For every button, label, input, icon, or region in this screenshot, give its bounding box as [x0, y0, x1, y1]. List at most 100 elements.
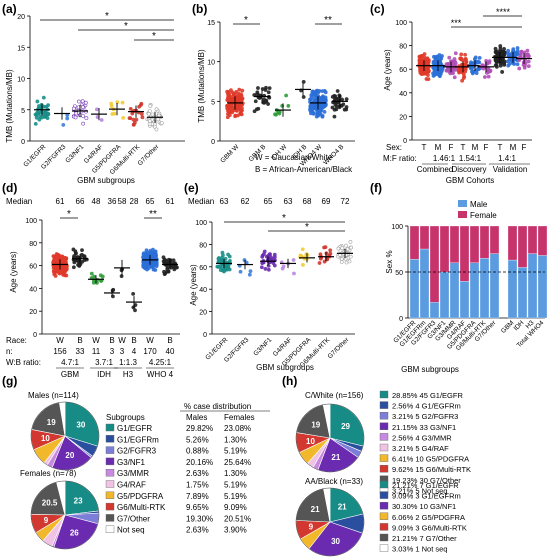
- panel-a-G7/Other-point: [154, 127, 159, 132]
- panel-d-race-0: W: [56, 336, 64, 345]
- panel-c-ytick-label-4: 80: [399, 44, 407, 51]
- panel-b-GBM W-point: [237, 87, 242, 92]
- panel-b-GBM B-point: [262, 100, 267, 105]
- panel-c-title: GBM Cohorts: [446, 176, 494, 185]
- panel-b-WHO4 B-point: [332, 114, 337, 119]
- panel-c-Combined M-point: [435, 54, 440, 59]
- panel-c-Combined T-point: [420, 53, 425, 58]
- panel-e-ytick-label-0: 0: [203, 332, 207, 339]
- panel-e-G5/PDGFRA-point: [300, 247, 305, 252]
- panel-g-row-males-3: 20.16%: [186, 458, 213, 467]
- panel-a-G6/Multi-RTK-point: [137, 104, 142, 109]
- panel-c-cohort-3: Validation: [493, 165, 528, 174]
- panel-d-H3 B-point: [133, 308, 137, 313]
- panel-g-row-label-9: Not seq: [117, 526, 145, 535]
- panel-d-median-0: 61: [56, 197, 65, 206]
- panel-a-G2/FGFR3-point: [61, 123, 66, 127]
- panel-d-race-2: W: [92, 336, 100, 345]
- panel-a-G2/FGFR3-point: [65, 116, 70, 121]
- panel-b-WHO4 W-point: [315, 111, 320, 116]
- panel-c-Validation T-point: [502, 61, 507, 66]
- panel-e-G3/NF1-point: [263, 267, 268, 271]
- panel-d-race-1: B: [77, 336, 82, 345]
- panel-h-white-row-1: 2.56% 4 G1/EGFRm: [392, 402, 461, 411]
- panel-a-ylabel: TMB (Mutations/MB): [5, 69, 14, 143]
- panel-a-G1/EGFR-point: [33, 121, 38, 126]
- panel-a-G3/NF1-point: [73, 115, 78, 120]
- panel-d-race-6: W: [146, 336, 154, 345]
- panel-h-white-row-4: 2.56% 4 G3/MMR: [392, 433, 452, 442]
- panel-d-sig-2: **: [149, 209, 157, 220]
- panel-a-G1/EGFR-point: [43, 114, 48, 119]
- panel-b-axes: 0 5 10 15: [207, 20, 355, 146]
- panel-c-marks: [416, 44, 532, 83]
- panel-c-ratio-label: M:F ratio:: [383, 154, 417, 163]
- panel-d-GBM B-point: [79, 252, 84, 257]
- panel-g-swatch-8: [105, 514, 115, 522]
- panel-e-G7/Other-point: [348, 239, 353, 244]
- panel-f-bar-male-G1/EGFRm: [419, 248, 430, 319]
- panel-c-Discovery T-point: [460, 78, 465, 83]
- panel-f-bar-male-G6/Multi-RTK: [479, 258, 490, 319]
- panel-b-xtick-label-0: GBM W: [219, 143, 241, 165]
- panel-c-Validation T-point: [493, 46, 498, 51]
- panel-f-legend: Male Female: [458, 200, 497, 220]
- panel-c-Discovery F-point: [486, 74, 491, 79]
- panel-b-GBM W-point: [226, 96, 230, 100]
- panel-f-bar-female-G1/EGFR: [409, 225, 420, 260]
- panel-d-group-3: WHO 4: [147, 370, 174, 379]
- panel-g-swatch-5: [105, 480, 115, 488]
- panel-c-sex-6: T: [498, 143, 503, 152]
- panel-c-Combined M-point: [437, 74, 442, 79]
- panel-a-G7/Other-point: [152, 124, 157, 129]
- panel-g-swatch-7: [105, 502, 115, 511]
- panel-d-ratio-1: 3.7:1: [95, 358, 113, 367]
- panel-d: Median 61 66 48 36 58 28 65 61 Age (years) 0 20 4…: [6, 197, 180, 379]
- panel-d-group-2: H3: [123, 370, 134, 379]
- panel-a-G5/PDGFRA-point: [120, 100, 125, 105]
- panel-h-black-swatch-0: [379, 480, 389, 489]
- panel-a-G5/PDGFRA-point: [121, 115, 126, 120]
- panel-a-marks: G1/EGFRG2/FGFR3G3/NF1G4/RAFG5/PDGFRAG6/M…: [22, 95, 164, 176]
- panel-g-pie-females-slice-label-0: 23: [74, 496, 83, 505]
- panel-a-G3/NF1-point: [81, 121, 86, 126]
- panel-d-WHO 4 W-point: [153, 261, 158, 266]
- panel-g-table-header: % case distribution: [184, 402, 251, 411]
- panel-c-Discovery T-point: [464, 60, 469, 64]
- panel-h-white-swatch-6: [379, 454, 389, 462]
- panel-b-GBM B-point: [254, 107, 259, 112]
- panel-h-pie-black-slice-label-0: 21: [338, 502, 347, 511]
- panel-c-Discovery F-point: [483, 75, 487, 79]
- panel-g-swatch-1: [105, 435, 115, 443]
- panel-e-G7/Other-point: [349, 245, 354, 250]
- panel-c-cohort-1: Combined: [417, 165, 453, 174]
- panel-a-G3/NF1-point: [84, 116, 89, 121]
- panel-c-Discovery T-point: [463, 52, 467, 57]
- panel-f-bar-male-IDH: [517, 267, 528, 319]
- panel-d-IDH W-point: [98, 273, 103, 278]
- panel-f-marks: G1/EGFRG1/EGFRmG2/FGFR3G3/NF1G3/MMRG4/RA…: [392, 225, 548, 352]
- panel-c-Combined T-point: [426, 77, 431, 82]
- panel-b-sig: * **: [233, 15, 342, 26]
- panel-h-white-row-5: 3.21% 5 G4/RAF: [392, 444, 449, 453]
- panel-e-sig-2: *: [305, 222, 309, 233]
- panel-a-G4/RAF-point: [99, 118, 104, 122]
- panel-a-ytick-label-3: 15: [17, 45, 25, 52]
- panel-c-Combined M-point: [438, 60, 442, 65]
- panel-b-GBM W-point: [237, 98, 242, 102]
- panel-h-white-row-8: 19.23% 30 G7/Other: [392, 476, 461, 485]
- panel-d-group-0: GBM: [61, 370, 80, 379]
- panel-f-bar-female-Total WHO4: [537, 225, 548, 256]
- panel-f-ytick-label-1: 50: [395, 270, 403, 277]
- panel-c-Validation M-point: [515, 49, 520, 53]
- panel-e-G2/FGFR3-point: [247, 272, 252, 277]
- panel-d-n-label: n:: [6, 347, 13, 356]
- panel-e-xtick-label-2: G3/NF1: [252, 336, 273, 357]
- panel-b-GBM W-point: [240, 106, 244, 110]
- panel-g-row-females-8: 20.51%: [224, 514, 251, 523]
- panel-e-sig-1: *: [282, 213, 286, 224]
